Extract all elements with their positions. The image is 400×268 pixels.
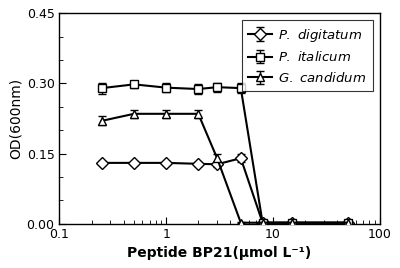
X-axis label: Peptide BP21(μmol L⁻¹): Peptide BP21(μmol L⁻¹) — [128, 246, 312, 260]
Y-axis label: OD(600nm): OD(600nm) — [8, 78, 22, 159]
Legend: $\it{P.\ digitatum}$, $\it{P.\ italicum}$, $\it{G.\ candidum}$: $\it{P.\ digitatum}$, $\it{P.\ italicum}… — [242, 20, 373, 91]
